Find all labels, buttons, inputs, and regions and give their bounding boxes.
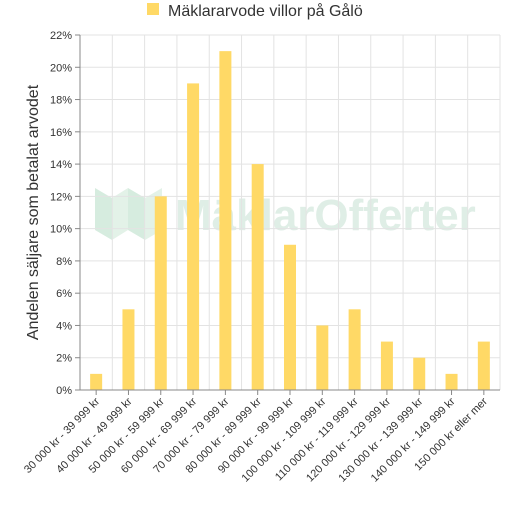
- y-tick-label: 10%: [50, 224, 72, 236]
- bar: [348, 309, 361, 390]
- bar: [122, 309, 135, 390]
- y-tick-label: 12%: [50, 191, 72, 203]
- y-tick-label: 8%: [56, 256, 72, 268]
- bar: [187, 83, 200, 390]
- y-tick-label: 14%: [50, 159, 72, 171]
- legend-swatch: [147, 3, 159, 15]
- watermark: MäklarOfferter: [95, 188, 476, 240]
- bar: [219, 51, 232, 391]
- bar: [413, 357, 426, 390]
- bar: [316, 325, 329, 390]
- bar: [380, 341, 393, 390]
- bar: [154, 196, 167, 390]
- y-tick-label: 4%: [56, 320, 72, 332]
- bar: [284, 244, 296, 390]
- legend: Mäklararvode villor på Gålö: [147, 2, 363, 20]
- bar: [477, 341, 490, 390]
- bar: [90, 373, 103, 390]
- y-tick-label: 22%: [50, 30, 72, 42]
- legend-label: Mäklararvode villor på Gålö: [168, 2, 363, 20]
- watermark-logo-icon: [95, 188, 162, 240]
- y-tick-label: 6%: [56, 288, 72, 300]
- bar: [251, 164, 264, 390]
- y-tick-label: 18%: [50, 95, 72, 107]
- y-axis-title: Andelen säljare som betalat arvodet: [25, 84, 42, 340]
- y-tick-label: 16%: [50, 127, 72, 139]
- y-tick-label: 2%: [56, 353, 72, 365]
- bar: [445, 373, 458, 390]
- y-tick-label: 0%: [56, 385, 72, 397]
- y-tick-label: 20%: [50, 62, 72, 74]
